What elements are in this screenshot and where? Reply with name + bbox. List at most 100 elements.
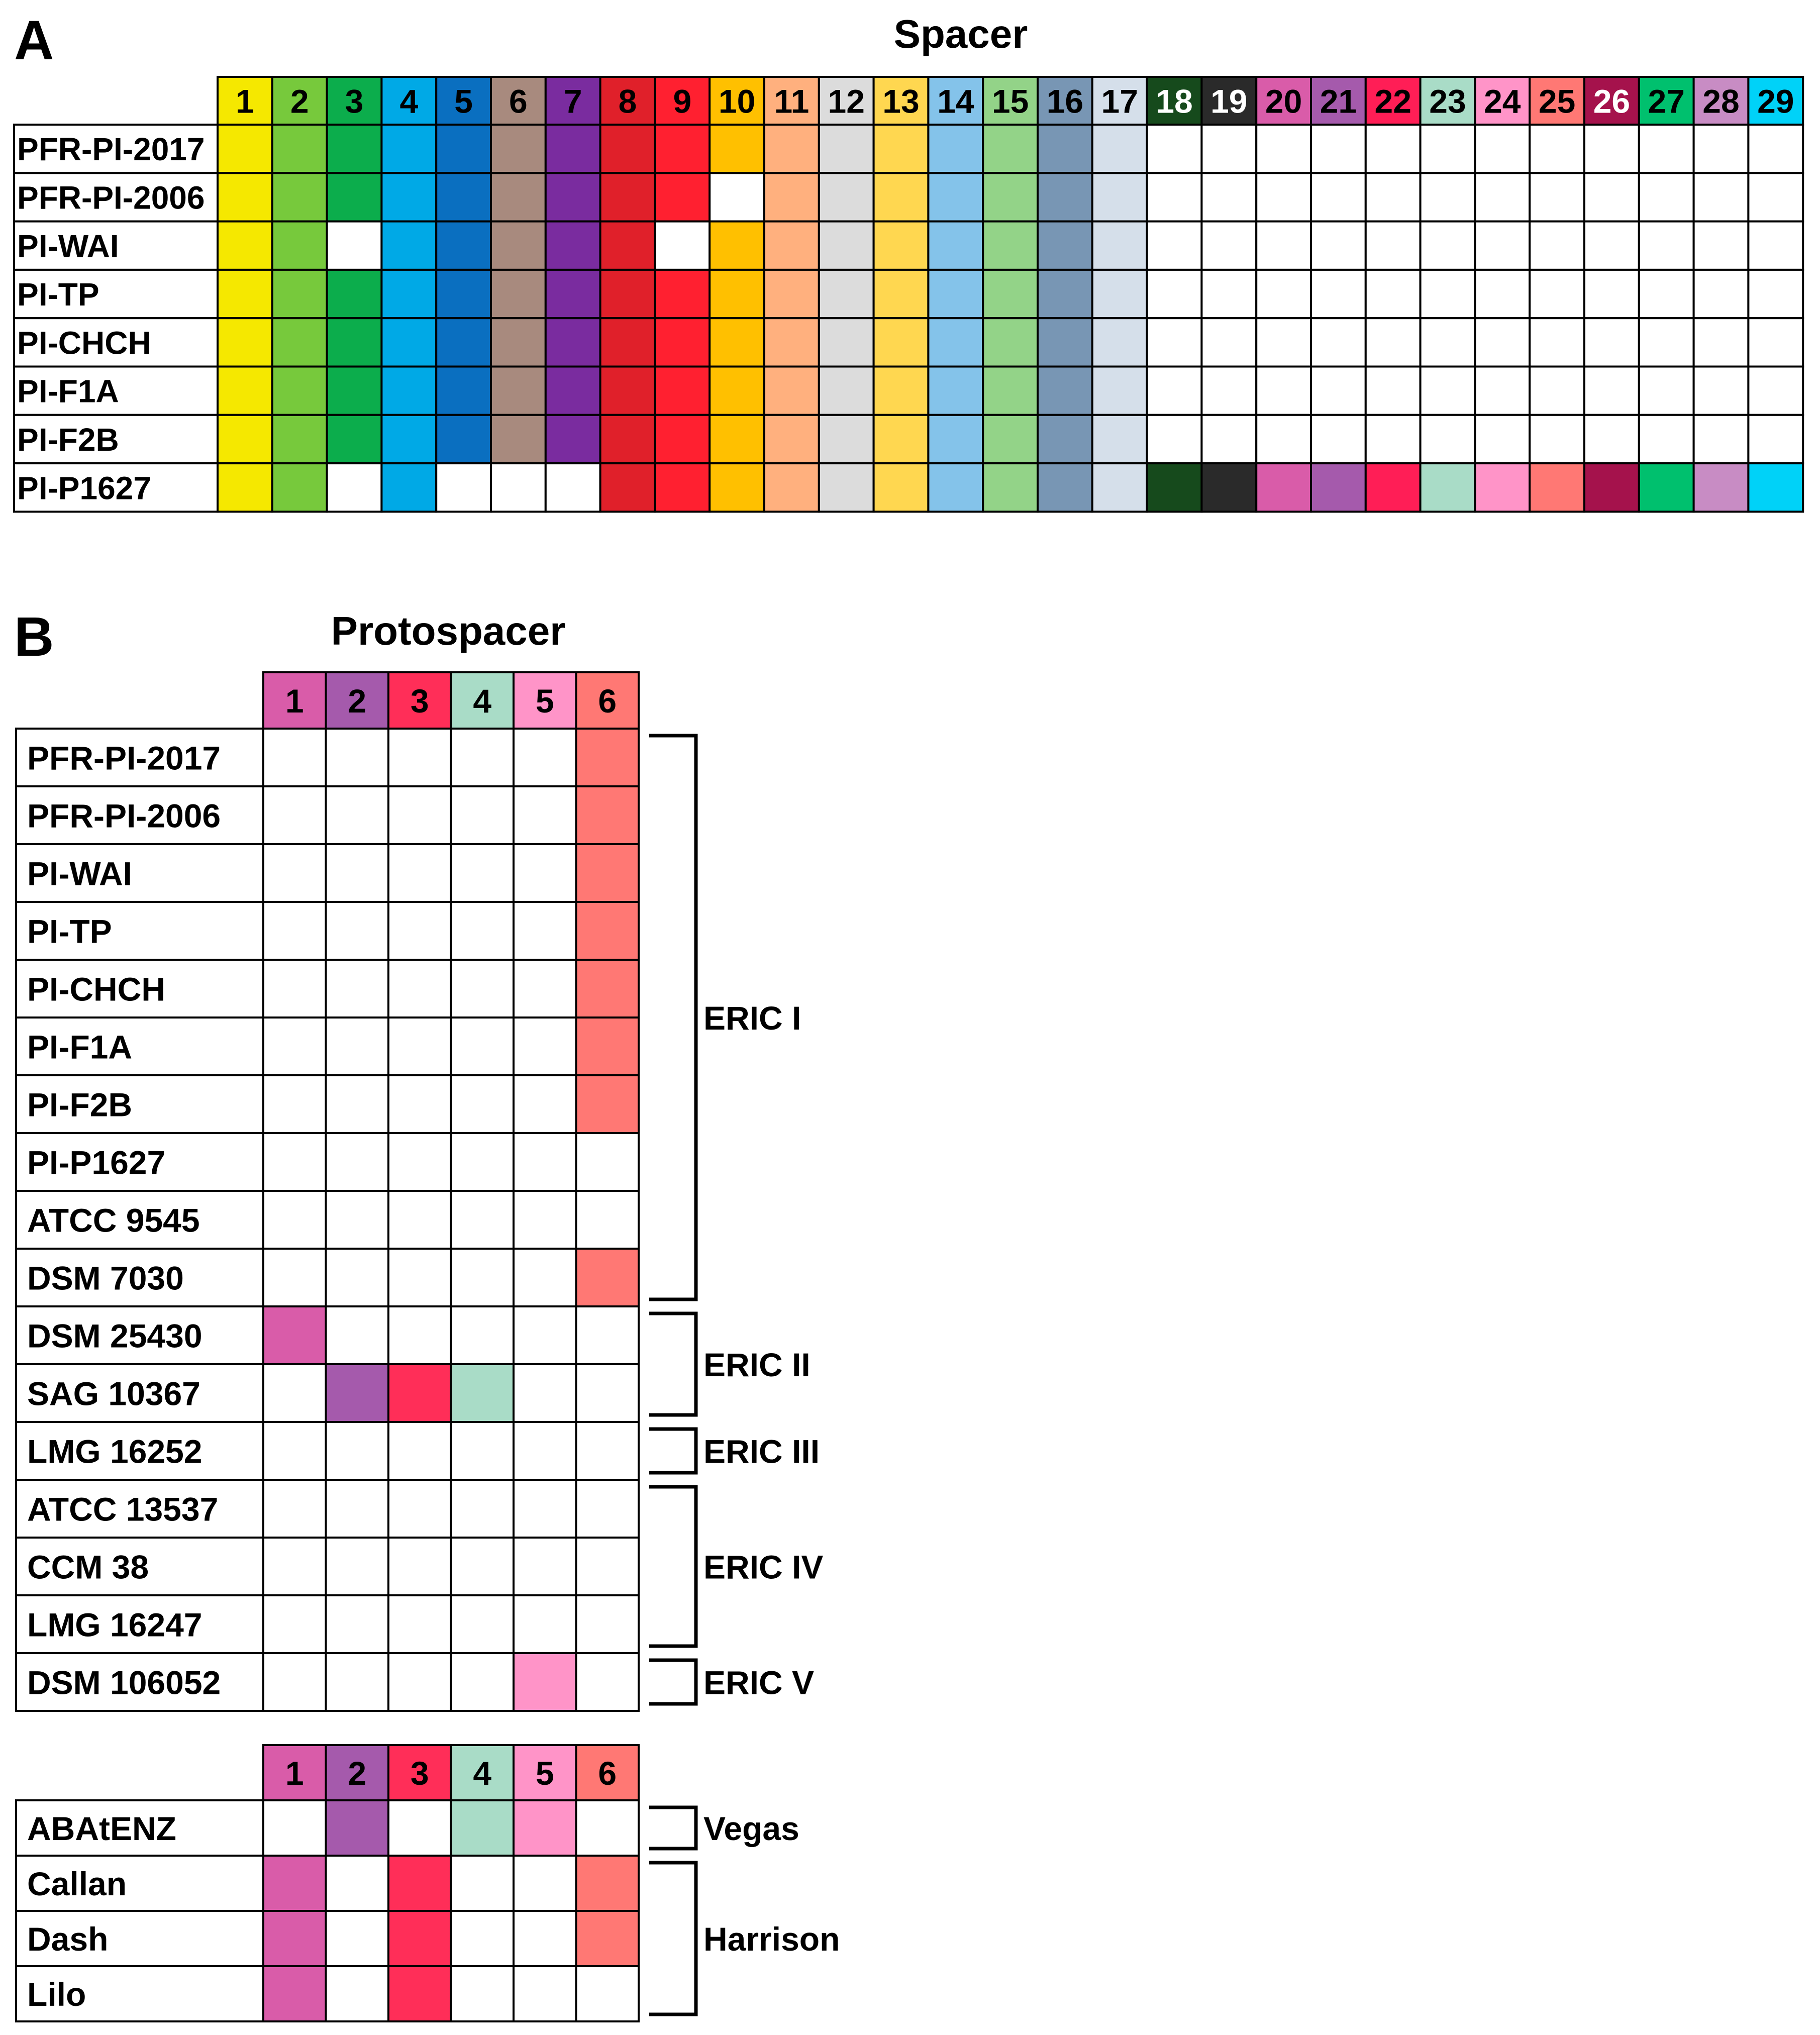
strain-cell-absent (262, 1479, 327, 1539)
spacer-cell-present (271, 172, 328, 223)
spacer-cell-present (599, 268, 656, 320)
strain-cell-absent (575, 1479, 640, 1539)
spacer-cell-absent (1747, 220, 1804, 271)
spacer-cell-absent (1583, 317, 1640, 368)
strain-cell-absent (575, 1305, 640, 1365)
strain-row-label-cell (15, 843, 264, 903)
spacer-cell-absent (1583, 172, 1640, 223)
strain-cell-absent (325, 1132, 389, 1192)
spacer-cell-present (927, 124, 984, 174)
spacer-header-label-16: 16 (1047, 83, 1083, 120)
spacer-cell-present (1310, 462, 1367, 513)
phage-row-label: Callan (27, 1865, 127, 1902)
spacer-cell-present (1419, 462, 1476, 513)
group-eric-iv-label: ERIC IV (703, 1549, 823, 1586)
spacer-row-label: PFR-PI-2017 (17, 131, 205, 167)
panel-b-title: Protospacer (331, 608, 566, 653)
spacer-cell-present (1747, 462, 1804, 513)
spacer-cell-present (544, 365, 601, 416)
spacer-cell-present (872, 268, 930, 320)
strain-row-label-cell (15, 1305, 264, 1365)
spacer-cell-present (1583, 462, 1640, 513)
spacer-header-label-20: 20 (1265, 83, 1302, 120)
spacer-cell-present (982, 172, 1039, 223)
spacer-cell-present (435, 124, 492, 174)
protospacer-header-label-1: 1 (285, 682, 304, 720)
spacer-header-cell-17 (1091, 76, 1148, 126)
spacer-cell-present (1091, 172, 1148, 223)
phage-cell-absent (450, 1910, 515, 1967)
phage-protospacer-header-label-3: 3 (411, 1755, 429, 1792)
spacer-cell-present (927, 414, 984, 465)
spacer-header-label-18: 18 (1156, 83, 1192, 120)
phage-protospacer-header-row: 1 2 3 4 5 6 (262, 1744, 640, 1801)
phage-row-label: Lilo (27, 1976, 86, 2013)
spacer-row-label: PI-F2B (17, 422, 119, 458)
spacer-cell-absent (1255, 365, 1312, 416)
spacer-cell-absent (1364, 172, 1422, 223)
strain-row-label: DSM 7030 (27, 1260, 184, 1297)
spacer-cell-present (380, 268, 438, 320)
strain-cell-absent (262, 1652, 327, 1712)
spacer-cell-present (490, 365, 547, 416)
strain-row-label: CCM 38 (27, 1549, 149, 1586)
strain-row-label: PI-CHCH (27, 971, 165, 1008)
strain-cell-absent (575, 1594, 640, 1654)
strain-cell-absent (450, 959, 515, 1019)
phage-row-label-cell (15, 1965, 264, 2022)
spacer-cell-absent (1146, 414, 1203, 465)
strain-cell-absent (387, 1190, 452, 1250)
spacer-cell-absent (1310, 124, 1367, 174)
spacer-header-label-8: 8 (619, 83, 637, 120)
spacer-cell-present (709, 220, 765, 271)
phage-cell-absent (325, 1855, 389, 1912)
phage-row-label-cell (15, 1910, 264, 1967)
strain-cell-absent (325, 1479, 389, 1539)
strain-cell-absent (513, 1248, 577, 1307)
spacer-cell-absent (1747, 172, 1804, 223)
spacer-cell-present (1638, 462, 1695, 513)
strain-cell-absent (325, 1537, 389, 1596)
strain-cell-absent (575, 1537, 640, 1596)
spacer-cell-absent (1692, 365, 1750, 416)
spacer-cell-absent (1200, 365, 1258, 416)
spacer-cell-present (654, 414, 711, 465)
strain-cell-present (575, 1074, 640, 1134)
spacer-cell-absent (1200, 414, 1258, 465)
spacer-cell-present (1037, 462, 1093, 513)
strain-cell-absent (262, 959, 327, 1019)
strain-cell-absent (450, 1594, 515, 1654)
spacer-cell-absent (435, 462, 492, 513)
spacer-cell-present (271, 220, 328, 271)
spacer-cell-absent (1638, 220, 1695, 271)
spacer-cell-absent (1364, 220, 1422, 271)
panel-a-letter: A (14, 10, 54, 71)
phage-cell-absent (325, 1910, 389, 1967)
spacer-cell-present (1200, 462, 1258, 513)
spacer-cell-present (380, 220, 438, 271)
spacer-cell-present (271, 462, 328, 513)
spacer-cell-absent (326, 462, 383, 513)
spacer-cell-present (435, 317, 492, 368)
phage-cell-present (387, 1855, 452, 1912)
strain-cell-absent (325, 728, 389, 787)
phage-cell-absent (513, 1965, 577, 2022)
spacer-cell-absent (1529, 172, 1585, 223)
protospacer-header-label-5: 5 (536, 682, 554, 720)
spacer-cell-present (818, 462, 875, 513)
spacer-cell-present (326, 172, 383, 223)
phage-protospacer-header-cell-6 (575, 1744, 640, 1801)
spacer-cell-present (435, 172, 492, 223)
spacer-cell-present (1091, 220, 1148, 271)
spacer-cell-absent (1255, 414, 1312, 465)
spacer-cell-absent (490, 462, 547, 513)
strain-cell-absent (387, 1132, 452, 1192)
spacer-cell-absent (709, 172, 765, 223)
strain-cell-absent (387, 959, 452, 1019)
spacer-cell-absent (1255, 268, 1312, 320)
spacer-cell-absent (654, 220, 711, 271)
strain-cell-absent (575, 1363, 640, 1423)
spacer-cell-absent (1692, 220, 1750, 271)
spacer-cell-present (654, 317, 711, 368)
